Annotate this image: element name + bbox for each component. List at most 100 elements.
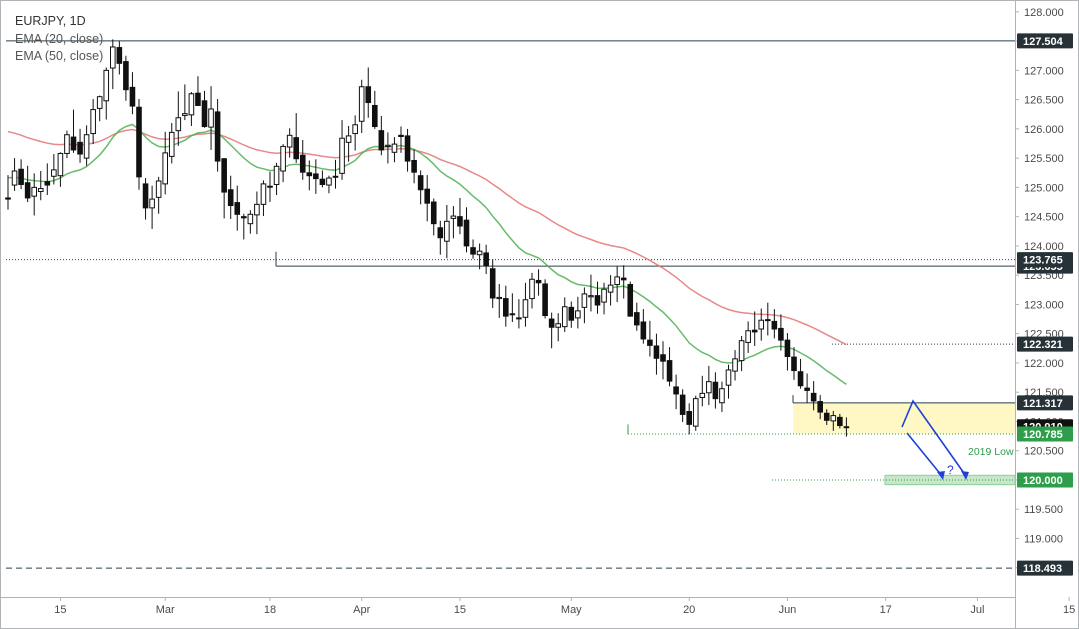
candle-body	[601, 288, 607, 303]
candle-body	[417, 175, 424, 191]
candle-body	[575, 310, 581, 319]
candle-body	[765, 319, 771, 322]
projection-arrows: ?	[901, 399, 969, 480]
x-tick-label: May	[561, 604, 582, 616]
candle-body	[345, 135, 352, 143]
candle-body	[653, 345, 660, 359]
candle-body	[51, 169, 57, 177]
candle-body	[24, 182, 31, 199]
candle	[751, 311, 758, 346]
consolidation-zone	[793, 402, 1015, 435]
candle	[326, 175, 332, 194]
chart-legend: EURJPY, 1D EMA (20, close) EMA (50, clos…	[15, 13, 103, 66]
candle-body	[588, 295, 594, 298]
candle	[372, 90, 378, 129]
y-tick-label: 125.500	[1024, 153, 1064, 165]
candle	[286, 128, 293, 158]
y-tick-label: 119.000	[1024, 533, 1063, 545]
candle	[83, 125, 90, 166]
candle-body	[214, 111, 221, 162]
candle	[758, 308, 765, 341]
x-tick-label: 15	[54, 604, 66, 616]
candle	[195, 76, 201, 106]
candle-body	[365, 86, 372, 104]
candle	[548, 312, 555, 349]
candle-body	[699, 392, 706, 398]
candle	[725, 364, 732, 399]
candle	[162, 131, 168, 195]
candle-body	[673, 386, 679, 395]
candle	[620, 265, 627, 299]
candle	[352, 115, 358, 151]
candle-body	[771, 320, 778, 330]
candle-body	[843, 426, 850, 429]
candle-body	[168, 131, 175, 157]
candle	[424, 175, 430, 222]
candle	[476, 243, 483, 270]
candle	[634, 302, 640, 331]
candle	[293, 113, 299, 163]
candle	[509, 293, 516, 322]
legend-ema20: EMA (20, close)	[15, 31, 104, 46]
candle-body	[784, 339, 791, 358]
candle	[719, 381, 725, 413]
candle	[830, 410, 837, 431]
price-tag-bg	[1017, 336, 1073, 352]
price-tag: 120.000	[1017, 472, 1073, 488]
x-tick-label: 17	[880, 604, 892, 616]
candle	[817, 395, 824, 420]
candle	[444, 204, 450, 259]
candle-body	[483, 252, 489, 267]
price-tag-label: 120.785	[1023, 429, 1063, 441]
candle	[555, 313, 562, 342]
y-tick-label: 119.500	[1024, 504, 1063, 516]
candle	[214, 99, 221, 172]
candle-body	[470, 247, 476, 255]
candle-body	[837, 416, 843, 427]
candle-body	[37, 188, 44, 192]
interval: 1D	[69, 14, 86, 28]
candle	[241, 213, 247, 240]
candle-body	[149, 198, 155, 209]
candle-body	[77, 141, 83, 155]
candle-body	[607, 284, 614, 293]
candle	[70, 109, 77, 153]
candle-body	[509, 313, 516, 316]
candle-body	[123, 61, 129, 91]
candle	[90, 99, 96, 145]
candle	[692, 395, 699, 431]
candle	[116, 41, 123, 75]
candle	[437, 220, 444, 255]
candle-body	[5, 197, 11, 200]
candle	[5, 175, 11, 210]
candle	[529, 272, 535, 309]
candle-body	[437, 227, 444, 239]
price-tag: 118.493	[1017, 560, 1073, 576]
candle-body	[391, 143, 398, 153]
candle-body	[404, 135, 411, 162]
candle-body	[450, 215, 457, 219]
candle	[627, 281, 634, 317]
candle-body	[503, 298, 509, 317]
price-tag-bg	[1017, 426, 1073, 442]
candle	[77, 128, 83, 163]
candle-body	[372, 104, 378, 128]
y-tick-label: 124.000	[1024, 241, 1064, 253]
candle-body	[313, 173, 319, 180]
candle-body	[201, 100, 208, 128]
candle-body	[129, 86, 136, 107]
candle	[607, 275, 614, 306]
candle	[647, 320, 653, 357]
price-tag-bg	[1017, 252, 1073, 268]
candle	[339, 120, 345, 180]
candle-body	[614, 276, 620, 286]
candle	[470, 239, 476, 259]
candle	[496, 283, 503, 318]
candle	[378, 116, 385, 156]
candle-body	[44, 181, 51, 186]
candle	[57, 152, 64, 187]
candle-body	[70, 136, 77, 151]
price-tag-bg	[1017, 395, 1073, 411]
x-tick-label: Jul	[970, 604, 984, 616]
